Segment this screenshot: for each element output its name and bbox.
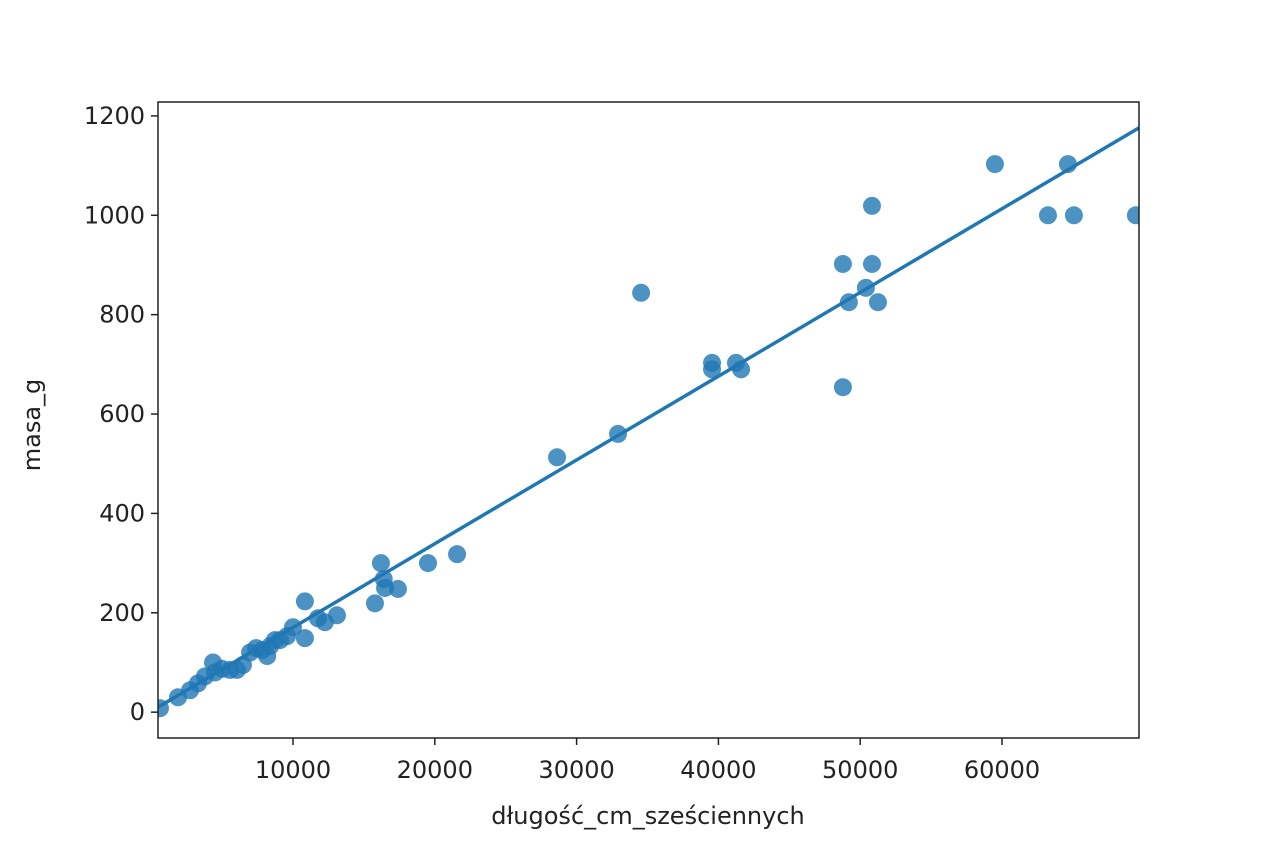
point [862,254,881,273]
point [371,554,390,573]
point [632,283,651,302]
plot-frame [157,101,1140,739]
x-tick-label: 10000 [255,756,331,784]
x-tick-label: 40000 [680,756,756,784]
point [868,293,887,312]
point [388,579,407,598]
point [1126,206,1139,225]
point [376,578,395,597]
y-tick-label: 600 [99,400,145,428]
point [862,196,881,215]
x-tick-label: 50000 [822,756,898,784]
y-tick-label: 1000 [84,201,145,229]
point [548,448,567,467]
point [327,606,346,625]
x-tick-label: 20000 [397,756,473,784]
y-axis-label: masa_g [18,379,46,472]
point [703,360,722,379]
y-tick-label: 400 [99,499,145,527]
point [295,592,314,611]
y-tick-label: 800 [99,301,145,329]
y-tick-label: 0 [130,698,145,726]
point [985,155,1004,174]
point [833,254,852,273]
regression-line [158,126,1139,709]
point [295,629,314,648]
point [1038,206,1057,225]
x-axis-label: długość_cm_sześciennych [491,802,805,830]
x-tick-label: 30000 [538,756,614,784]
y-tick-label: 200 [99,599,145,627]
point [833,378,852,397]
point [365,594,384,613]
point [448,545,467,564]
x-tick-label: 60000 [964,756,1040,784]
point [418,554,437,573]
y-tick-label: 1200 [84,102,145,130]
point [1064,206,1083,225]
